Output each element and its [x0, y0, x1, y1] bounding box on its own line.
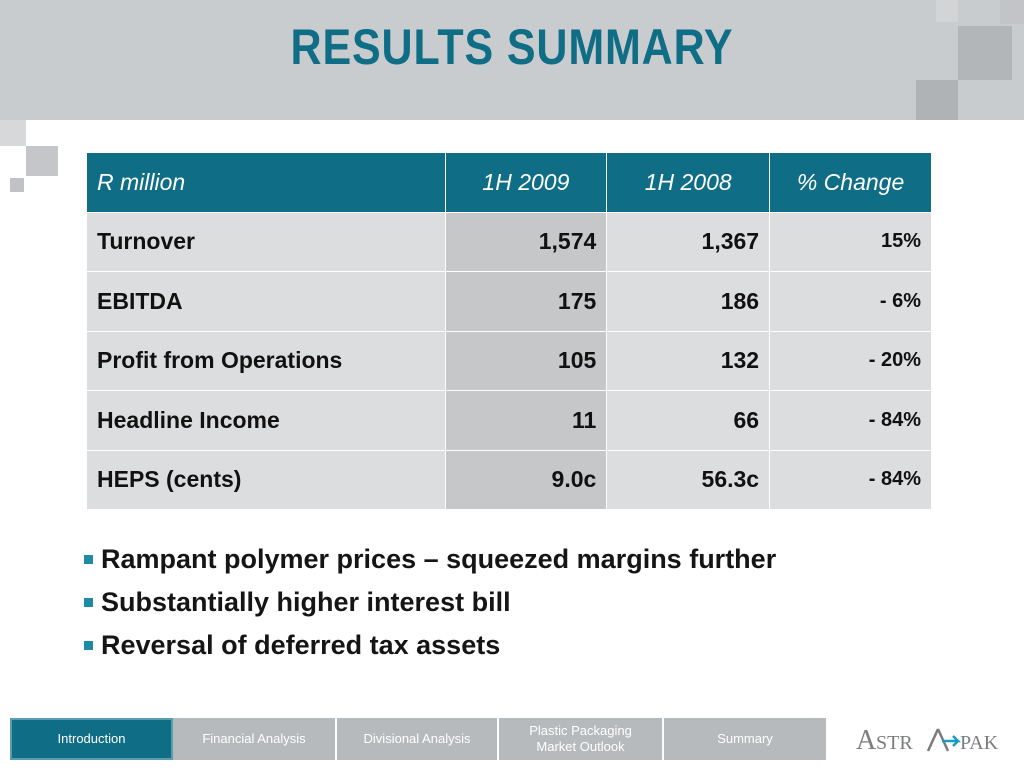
cell-1h-2009: 11 [444, 390, 608, 451]
cell-change: - 20% [769, 330, 932, 391]
row-label: Profit from Operations [86, 330, 446, 391]
cell-change: 15% [769, 211, 932, 272]
table-header-row: R million 1H 2009 1H 2008 % Change [86, 152, 932, 213]
header-band [0, 0, 1024, 120]
svg-text:STR: STR [876, 732, 913, 754]
col-header-change: % Change [769, 152, 932, 213]
row-label: Turnover [86, 211, 446, 272]
cell-change: - 84% [769, 449, 932, 510]
cell-1h-2009: 105 [444, 330, 608, 391]
cell-1h-2008: 56.3c [606, 449, 771, 510]
nav-tab-divisional-analysis[interactable]: Divisional Analysis [337, 718, 499, 760]
row-label: HEPS (cents) [86, 449, 446, 510]
astrapak-logo-mark: A STR PAK [856, 725, 999, 756]
bullet-item: Reversal of deferred tax assets [84, 624, 776, 667]
square-bullet-icon [84, 555, 93, 564]
square-bullet-icon [84, 641, 93, 650]
cell-1h-2008: 186 [606, 271, 771, 332]
cell-change: - 84% [769, 390, 932, 451]
bullet-text: Rampant polymer prices – squeezed margin… [101, 544, 777, 574]
row-label: Headline Income [86, 390, 446, 451]
table-row: Headline Income 11 66 - 84% [86, 390, 932, 451]
nav-tab-introduction[interactable]: Introduction [10, 718, 173, 760]
nav-tab-financial-analysis[interactable]: Financial Analysis [173, 718, 337, 760]
cell-1h-2008: 1,367 [606, 211, 771, 272]
decor-square [916, 80, 958, 120]
results-table: R million 1H 2009 1H 2008 % Change Turno… [86, 152, 932, 510]
cell-1h-2008: 66 [606, 390, 771, 451]
col-header-1h-2009: 1H 2009 [444, 152, 608, 213]
cell-1h-2009: 9.0c [444, 449, 608, 510]
nav-tab-summary[interactable]: Summary [664, 718, 828, 760]
col-header-1h-2008: 1H 2008 [606, 152, 771, 213]
row-label: EBITDA [86, 271, 446, 332]
square-bullet-icon [84, 598, 93, 607]
decor-square [0, 120, 26, 146]
svg-text:A: A [856, 725, 877, 756]
cell-change: - 6% [769, 271, 932, 332]
decor-square [26, 146, 58, 176]
table-row: Turnover 1,574 1,367 15% [86, 211, 932, 272]
slide-title: RESULTS SUMMARY [290, 19, 734, 75]
nav-tab-plastic-packaging-market-outlook[interactable]: Plastic Packaging Market Outlook [499, 718, 664, 760]
bullet-item: Rampant polymer prices – squeezed margin… [84, 538, 776, 581]
decor-square [936, 0, 958, 22]
table-row: HEPS (cents) 9.0c 56.3c - 84% [86, 449, 932, 510]
cell-1h-2009: 1,574 [444, 211, 608, 272]
bullet-text: Reversal of deferred tax assets [101, 630, 501, 660]
col-header-unit: R million [86, 152, 446, 213]
astrapak-logo: A STR PAK [856, 721, 1016, 757]
cell-1h-2009: 175 [444, 271, 608, 332]
table-row: EBITDA 175 186 - 6% [86, 271, 932, 332]
bullet-text: Substantially higher interest bill [101, 587, 511, 617]
svg-text:PAK: PAK [960, 732, 999, 754]
bullet-item: Substantially higher interest bill [84, 581, 776, 624]
bullet-list: Rampant polymer prices – squeezed margin… [84, 538, 776, 667]
decor-square [1000, 0, 1024, 24]
table-row: Profit from Operations 105 132 - 20% [86, 330, 932, 391]
decor-square [10, 178, 24, 192]
section-nav: Introduction Financial Analysis Division… [10, 718, 828, 760]
cell-1h-2008: 132 [606, 330, 771, 391]
decor-square [958, 26, 1012, 80]
